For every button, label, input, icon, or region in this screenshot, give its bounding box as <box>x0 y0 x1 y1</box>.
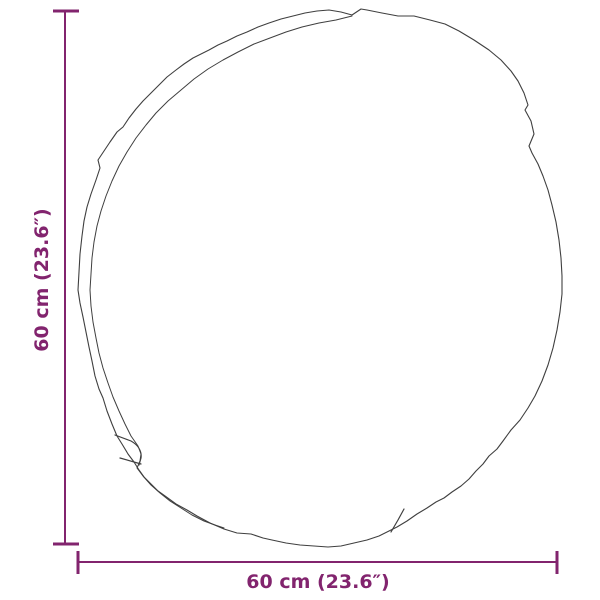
product-detail-marks <box>114 434 405 533</box>
horizontal-dimension: 60 cm (23.6″) <box>76 551 559 593</box>
vertical-dimension-label: 60 cm (23.6″) <box>31 208 53 351</box>
horizontal-dimension-label: 60 cm (23.6″) <box>246 571 389 593</box>
vertical-dimension: 60 cm (23.6″) <box>31 9 79 546</box>
product-outline <box>77 8 563 548</box>
product-seam-path <box>89 15 353 529</box>
product-outline-path <box>77 8 563 548</box>
